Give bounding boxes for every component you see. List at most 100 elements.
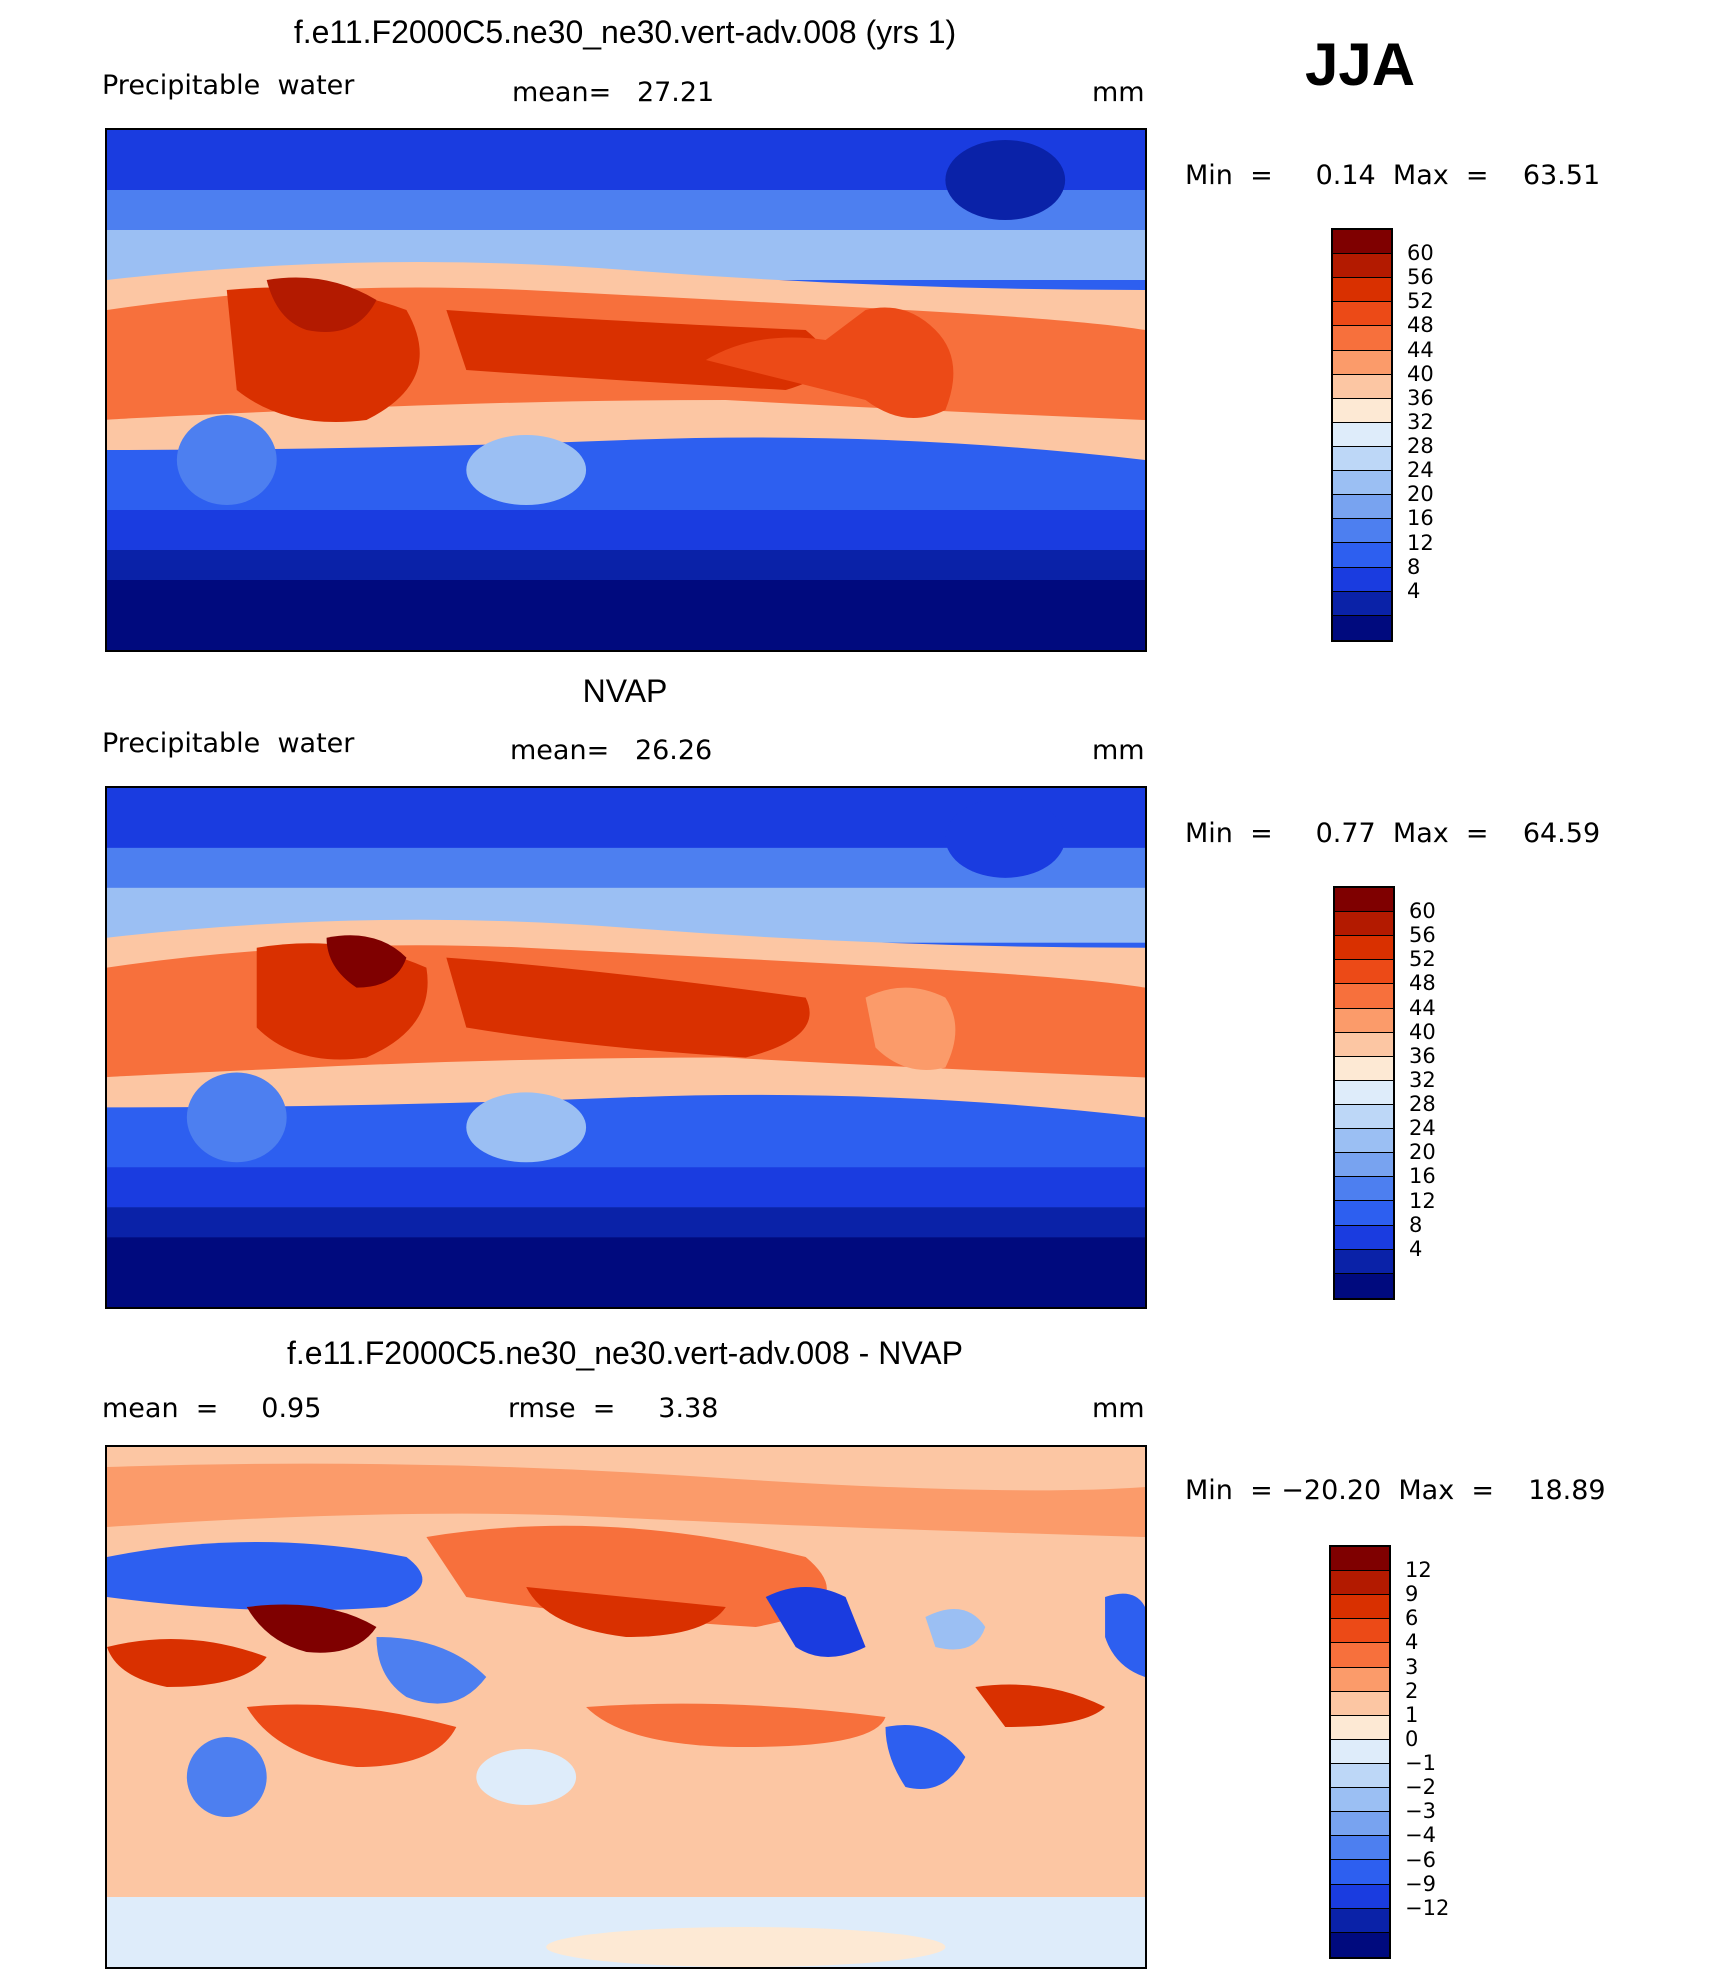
colorbar-tick-label: 16 [1407,506,1434,531]
panel-2-title: NVAP [582,673,668,709]
colorbar-swatch [1331,1691,1389,1716]
panel-3-title: f.e11.F2000C5.ne30_ne30.vert-adv.008 - N… [287,1335,963,1371]
colorbar-swatch [1335,912,1393,937]
colorbar-swatch [1333,302,1391,327]
colorbar-tick-label: 4 [1405,1630,1419,1655]
colorbar-tick-label: −9 [1405,1871,1436,1896]
colorbar-swatch [1331,1788,1389,1813]
panel-2-unit-label: mm [1092,735,1145,766]
panel-3-rmse-label: rmse = 3.38 [508,1393,719,1424]
colorbar-swatch [1335,1201,1393,1226]
colorbar-tick-label: 20 [1409,1140,1436,1165]
panel-1-title: f.e11.F2000C5.ne30_ne30.vert-adv.008 (yr… [293,14,957,50]
panel-3-minmax: Min = −20.20 Max = 18.89 [1185,1475,1606,1506]
colorbar-swatch [1331,1908,1389,1933]
colorbar-tick-label: 12 [1407,530,1434,555]
colorbar-tick-label: 44 [1409,995,1436,1020]
colorbar-tick-label: 16 [1409,1164,1436,1189]
panel-3-unit-label: mm [1092,1393,1145,1424]
colorbar-swatch [1331,1763,1389,1789]
panel-3-map [105,1445,1147,1969]
colorbar-tick-label: −3 [1405,1799,1436,1824]
colorbar-tick-label: 0 [1405,1726,1419,1751]
colorbar-tick-label: −4 [1405,1823,1436,1848]
colorbar-tick-label: 40 [1409,1019,1436,1044]
colorbar-swatch [1331,1739,1389,1764]
panel-1-unit-label: mm [1092,77,1145,108]
colorbar-tick-label: 60 [1407,241,1434,266]
panel-2-minmax: Min = 0.77 Max = 64.59 [1185,818,1601,849]
colorbar-swatch [1335,1177,1393,1202]
colorbar-swatch [1333,374,1391,399]
colorbar-tick-label: 3 [1405,1654,1419,1679]
colorbar-tick-label: 48 [1407,313,1434,338]
colorbar-swatch [1333,591,1391,616]
panel-2-variable-label: Precipitable water [102,728,355,759]
colorbar-tick-label: 4 [1409,1236,1423,1261]
colorbar-tick-label: 12 [1405,1558,1432,1583]
colorbar-swatch [1333,495,1391,520]
colorbar-swatch [1331,1884,1389,1909]
colorbar-swatch [1335,984,1393,1009]
panel-2-map [105,786,1147,1309]
colorbar-swatch [1333,615,1391,640]
colorbar-tick-label: 44 [1407,337,1434,362]
colorbar-tick-label: −1 [1405,1751,1436,1776]
colorbar-swatch [1333,326,1391,351]
colorbar-swatch [1335,1129,1393,1154]
colorbar-tick-label: 52 [1409,947,1436,972]
colorbar-tick-label: 32 [1409,1067,1436,1092]
colorbar-swatch [1331,1836,1389,1861]
colorbar-swatch [1333,422,1391,447]
panel-3-map-plot [107,1447,1145,1967]
colorbar-swatch [1333,446,1391,472]
colorbar-swatch [1331,1667,1389,1692]
colorbar-tick-label: 36 [1407,385,1434,410]
colorbar-tick-label: −12 [1405,1895,1450,1920]
colorbar-swatch [1335,1273,1393,1298]
season-label: JJA [1305,31,1416,98]
panel-2-mean-label: mean= 26.26 [510,735,713,766]
panel-1-variable-label: Precipitable water [102,70,355,101]
colorbar-swatch [1335,888,1393,913]
colorbar-swatch [1331,1860,1389,1885]
colorbar-swatch [1331,1619,1389,1644]
colorbar-swatch [1335,1249,1393,1274]
colorbar-tick-label: 20 [1407,482,1434,507]
panel-1-mean-label: mean= 27.21 [512,77,715,108]
colorbar-swatch [1331,1715,1389,1740]
colorbar-swatch [1331,1932,1389,1957]
colorbar-swatch [1333,278,1391,303]
panel-3-colorbar [1329,1545,1391,1959]
panel-1-map [105,128,1147,652]
colorbar-swatch [1335,1080,1393,1105]
colorbar-swatch [1333,230,1391,255]
colorbar-tick-label: 48 [1409,971,1436,996]
colorbar-swatch [1333,567,1391,592]
panel-1-minmax: Min = 0.14 Max = 63.51 [1185,160,1601,191]
colorbar-swatch [1335,1032,1393,1057]
colorbar-tick-label: 6 [1405,1606,1419,1631]
colorbar-swatch [1331,1643,1389,1668]
colorbar-tick-label: 2 [1405,1678,1419,1703]
colorbar-tick-label: 32 [1407,409,1434,434]
colorbar-tick-label: 24 [1407,458,1434,483]
colorbar-tick-label: 28 [1407,434,1434,459]
panel-2-colorbar [1333,886,1395,1300]
colorbar-swatch [1333,543,1391,568]
colorbar-swatch [1331,1812,1389,1837]
panel-1-map-plot [107,130,1145,650]
colorbar-swatch [1331,1571,1389,1596]
colorbar-swatch [1335,1153,1393,1178]
colorbar-tick-label: 52 [1407,289,1434,314]
panel-2-map-plot [107,788,1145,1307]
colorbar-tick-label: 36 [1409,1043,1436,1068]
colorbar-swatch [1335,1104,1393,1130]
colorbar-swatch [1331,1595,1389,1620]
colorbar-swatch [1335,1056,1393,1081]
colorbar-swatch [1331,1547,1389,1572]
colorbar-swatch [1333,254,1391,279]
colorbar-tick-label: 1 [1405,1702,1419,1727]
colorbar-swatch [1335,1008,1393,1033]
colorbar-tick-label: 9 [1405,1582,1419,1607]
